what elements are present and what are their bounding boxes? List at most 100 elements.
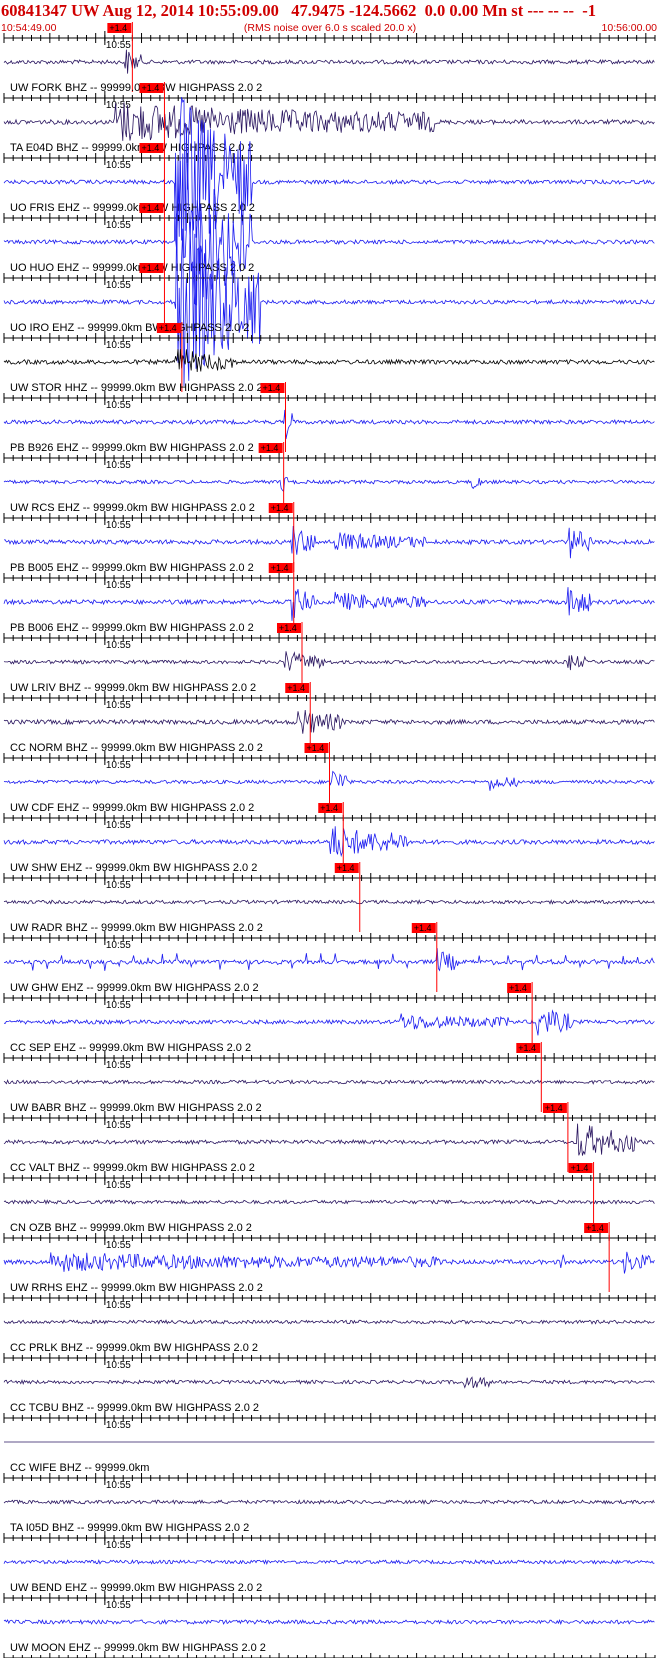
waveform — [3, 349, 655, 373]
trace-row: 10:55 CC PRLK BHZ -- 99999.0km BW HIGHPAS… — [3, 1291, 656, 1354]
station-label: UW RADR BHZ -- 99999.0km BW HIGHPASS 2.0… — [10, 922, 263, 934]
pick-flag-label: +1.4 — [586, 1223, 604, 1233]
pick-flag — [258, 443, 283, 453]
pick-flag-label: +1.4 — [159, 323, 177, 333]
waveform — [3, 1009, 655, 1036]
trace-row: 10:55 +1.4 UW LRIV BHZ -- 99999.0km BW HIG… — [3, 622, 656, 694]
minute-tick-label: 10:55 — [106, 1540, 131, 1551]
pick-flag — [285, 683, 310, 693]
waveform — [3, 948, 655, 972]
station-label: UW RRHS EHZ -- 99999.0km BW HIGHPASS 2.0… — [10, 1282, 263, 1294]
station-label: CN OZB BHZ -- 99999.0km BW HIGHPASS 2.0 … — [10, 1222, 252, 1234]
pick-flag — [268, 503, 293, 513]
pick-flag-label: +1.4 — [337, 863, 355, 873]
trace-row: 10:55 TA I05D BHZ -- 99999.0km BW HIGHPAS… — [3, 1471, 656, 1534]
station-label: UO IRO EHZ -- 99999.0km BW HIGHPASS 2.0 … — [10, 322, 249, 334]
station-label: CC VALT BHZ -- 99999.0km BW HIGHPASS 2.0… — [10, 1162, 255, 1174]
pick-flag-label: +1.4 — [414, 923, 432, 933]
pick-flag-label: +1.4 — [271, 563, 289, 573]
waveform — [3, 651, 655, 671]
waveform — [3, 102, 655, 141]
pick-flag — [139, 263, 164, 273]
minute-tick-label: 10:55 — [106, 1060, 131, 1071]
minute-tick-label: 10:55 — [106, 1000, 131, 1011]
pick-flag — [304, 743, 329, 753]
pick-flag-label: +1.4 — [571, 1163, 589, 1173]
station-label: CC WIFE BHZ -- 99999.0km — [10, 1462, 149, 1474]
station-label: UW MOON EHZ -- 99999.0km BW HIGHPASS 2.0… — [10, 1642, 266, 1654]
pick-flag-label: +1.4 — [271, 503, 289, 513]
trace-row: 10:55 +1.4 UW RCS EHZ -- 99999.0km BW HIGH… — [3, 442, 656, 514]
waveform — [3, 1199, 655, 1205]
minute-tick-label: 10:55 — [106, 1120, 131, 1131]
waveform — [3, 1251, 655, 1274]
pick-flag-label: +1.4 — [509, 983, 527, 993]
waveform — [3, 1079, 655, 1085]
trace-row: 10:55+1.4UO FRIS EHZ -- 99999.0km BW HIG… — [3, 97, 656, 252]
station-label: UW BEND EHZ -- 99999.0km BW HIGHPASS 2.0… — [10, 1582, 262, 1594]
station-label: UW SHW EHZ -- 99999.0km BW HIGHPASS 2.0 … — [10, 862, 257, 874]
trace-row: 10:55 +1.4 CC NORM BHZ -- 99999.0km BW HIG… — [3, 682, 656, 754]
trace-row: 10:55 +1.4 PB B006 EHZ -- 99999.0km BW HIG… — [3, 562, 656, 634]
waveform — [3, 213, 655, 387]
waveform — [3, 1123, 655, 1156]
minute-tick-label: 10:55 — [106, 580, 131, 591]
minute-tick-label: 10:55 — [106, 640, 131, 651]
minute-tick-label: 10:55 — [106, 700, 131, 711]
pick-flag — [107, 23, 132, 33]
station-label: UO HUO EHZ -- 99999.0km BW HIGHPASS 2.0 … — [10, 262, 254, 274]
trace-row: 10:55 +1.4UO IRO EHZ -- 99999.0km BW HIGH… — [3, 213, 656, 387]
pick-flag-label: +1.4 — [545, 1103, 563, 1113]
station-label: CC TCBU BHZ -- 99999.0km BW HIGHPASS 2.0… — [10, 1402, 259, 1414]
pick-flag — [584, 1223, 609, 1233]
trace-row: 10:55+1.4UW FORK BHZ -- 99999.0km BW HIG… — [3, 22, 656, 94]
trace-row: 10:55 +1.4 UW BABR BHZ -- 99999.0km BW HIG… — [3, 1042, 656, 1114]
minute-tick-label: 10:55 — [106, 520, 131, 531]
station-label: UW STOR HHZ -- 99999.0km BW HIGHPASS 2.0… — [10, 382, 263, 394]
trace-row: 10:55 +1.4 CC VALT BHZ -- 99999.0km BW HIG… — [3, 1102, 656, 1174]
minute-tick-label: 10:55 — [106, 1420, 131, 1431]
station-label: UW GHW EHZ -- 99999.0km BW HIGHPASS 2.0 … — [10, 982, 259, 994]
minute-tick-label: 10:55 — [106, 40, 131, 51]
trace-row: 10:55+1.4UW STOR HHZ -- 99999.0km BW HIG… — [3, 322, 656, 394]
pick-flag-label: +1.4 — [141, 143, 159, 153]
waveform — [3, 1319, 655, 1325]
trace-row: 10:55 +1.4 UW RADR BHZ -- 99999.0km BW HIG… — [3, 862, 656, 934]
station-label: UO FRIS EHZ -- 99999.0km BW HIGHPASS 2.0… — [10, 202, 255, 214]
minute-tick-label: 10:55 — [106, 1300, 131, 1311]
trace-row: 10:55 +1.4 PB B005 EHZ -- 99999.0km BW HIG… — [3, 502, 656, 574]
pick-flag-label: +1.4 — [262, 383, 280, 393]
trace-row: 10:55 — [3, 1651, 656, 1658]
pick-flag-label: +1.4 — [518, 1043, 536, 1053]
pick-flag-label: +1.4 — [141, 83, 159, 93]
minute-tick-label: 10:55 — [106, 1360, 131, 1371]
pick-flag — [516, 1043, 541, 1053]
waveform — [3, 409, 655, 440]
end-time-label: 10:56:00.00 — [601, 22, 657, 34]
waveform — [3, 525, 655, 559]
pick-flag-label: +1.4 — [109, 23, 127, 33]
minute-tick-label: 10:55 — [106, 1480, 131, 1491]
minute-tick-label: 10:55 — [106, 220, 131, 231]
pick-flag-label: +1.4 — [261, 443, 279, 453]
station-label: UW CDF EHZ -- 99999.0km BW HIGHPASS 2.0 … — [10, 802, 254, 814]
pick-flag-label: +1.4 — [307, 743, 325, 753]
waveform — [3, 826, 655, 858]
trace-row: 10:55 +1.4 UW GHW EHZ -- 99999.0km BW HIGH… — [3, 922, 656, 994]
trace-row: 10:55 +1.4 CC SEP EHZ -- 99999.0km BW HIGH… — [3, 982, 656, 1054]
station-label: UW BABR BHZ -- 99999.0km BW HIGHPASS 2.0… — [10, 1102, 262, 1114]
station-label: TA I05D BHZ -- 99999.0km BW HIGHPASS 2.0… — [10, 1522, 249, 1534]
pick-flag — [411, 923, 436, 933]
waveform — [3, 97, 655, 252]
minute-tick-label: 10:55 — [106, 280, 131, 291]
minute-tick-label: 10:55 — [106, 460, 131, 471]
pick-flag — [542, 1103, 567, 1113]
waveform — [3, 1619, 655, 1626]
station-label: UW LRIV BHZ -- 99999.0km BW HIGHPASS 2.0… — [10, 682, 256, 694]
pick-flag-label: +1.4 — [141, 203, 159, 213]
station-label: PB B926 EHZ -- 99999.0km BW HIGHPASS 2.0… — [10, 442, 254, 454]
station-label: PB B006 EHZ -- 99999.0km BW HIGHPASS 2.0… — [10, 622, 254, 634]
event-header-title: 60841347 UW Aug 12, 2014 10:55:09.00 47.… — [1, 1, 597, 20]
trace-row: 10:55 UW MOON EHZ -- 99999.0km BW HIGHPAS… — [3, 1591, 656, 1654]
